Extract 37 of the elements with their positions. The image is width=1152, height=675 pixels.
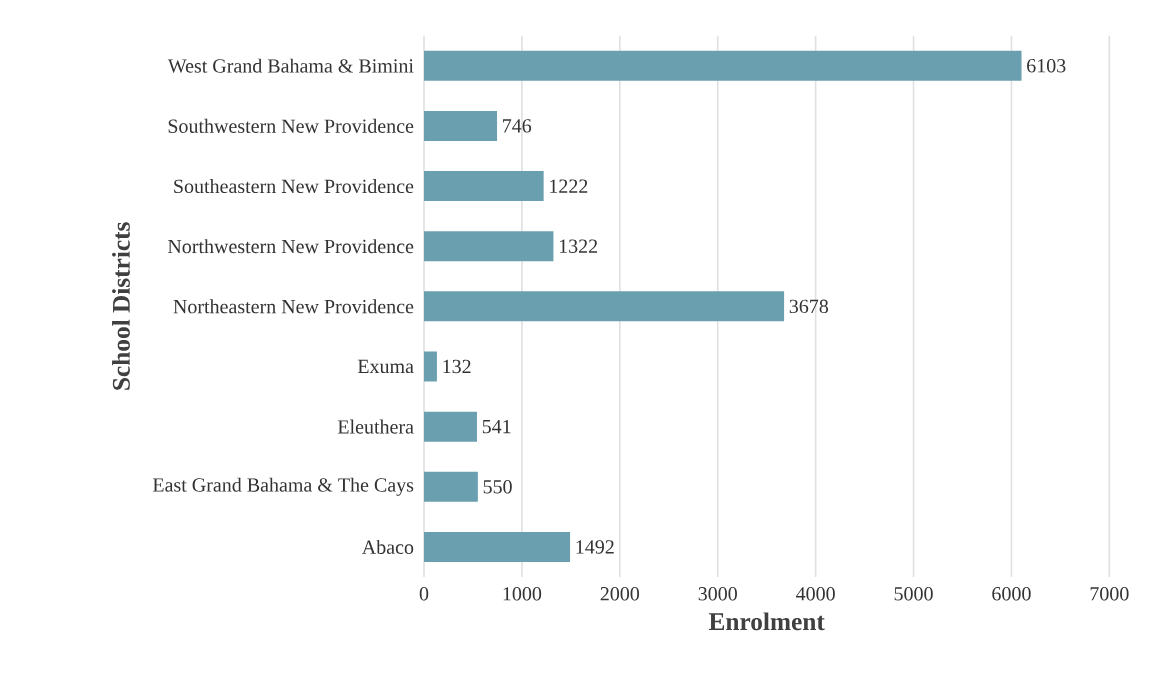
data-label: 746 — [503, 119, 532, 133]
x-tick-label: 5000 — [894, 587, 933, 601]
bar — [424, 50, 1022, 81]
y-tick-label: Eleuthera — [337, 419, 414, 434]
data-label: 541 — [482, 419, 511, 434]
bar — [424, 471, 478, 502]
data-label: 3678 — [789, 299, 829, 314]
y-tick-label: Northeastern New Providence — [173, 299, 414, 314]
y-tick-label: Abaco — [361, 539, 414, 554]
data-label: 550 — [483, 480, 512, 494]
data-label: 6103 — [1027, 59, 1066, 73]
data-label: 1492 — [576, 540, 614, 554]
x-tick-label: 1000 — [503, 587, 542, 601]
data-label: 132 — [443, 359, 471, 374]
x-tick-label: 2000 — [600, 587, 640, 601]
x-tick-label: 3000 — [698, 587, 737, 601]
bar — [424, 531, 571, 562]
bar — [424, 171, 544, 202]
y-tick-label: Southeastern New Providence — [174, 179, 414, 194]
data-label: 1222 — [550, 179, 588, 193]
y-tick-label: West Grand Bahama & Bimini — [167, 58, 414, 73]
bar — [424, 411, 477, 442]
bar — [424, 231, 554, 262]
x-tick-label: 0 — [419, 587, 429, 601]
y-tick-label: East Grand Bahama & The Cays — [152, 477, 414, 496]
bar — [424, 291, 785, 322]
x-tick-label: 7000 — [1090, 587, 1129, 601]
x-axis-title: Enrolment — [708, 612, 825, 631]
y-tick-label: Southwestern New Providence — [168, 118, 414, 133]
x-tick-label: 6000 — [992, 587, 1031, 601]
x-tick-label: 4000 — [796, 587, 835, 601]
y-tick-label: Exuma — [357, 359, 414, 374]
bar — [424, 351, 437, 382]
y-axis-title: School Districts — [112, 222, 130, 390]
data-label: 1322 — [559, 239, 598, 253]
y-tick-label: Northwestern New Providence — [167, 239, 414, 254]
bar — [424, 110, 498, 141]
